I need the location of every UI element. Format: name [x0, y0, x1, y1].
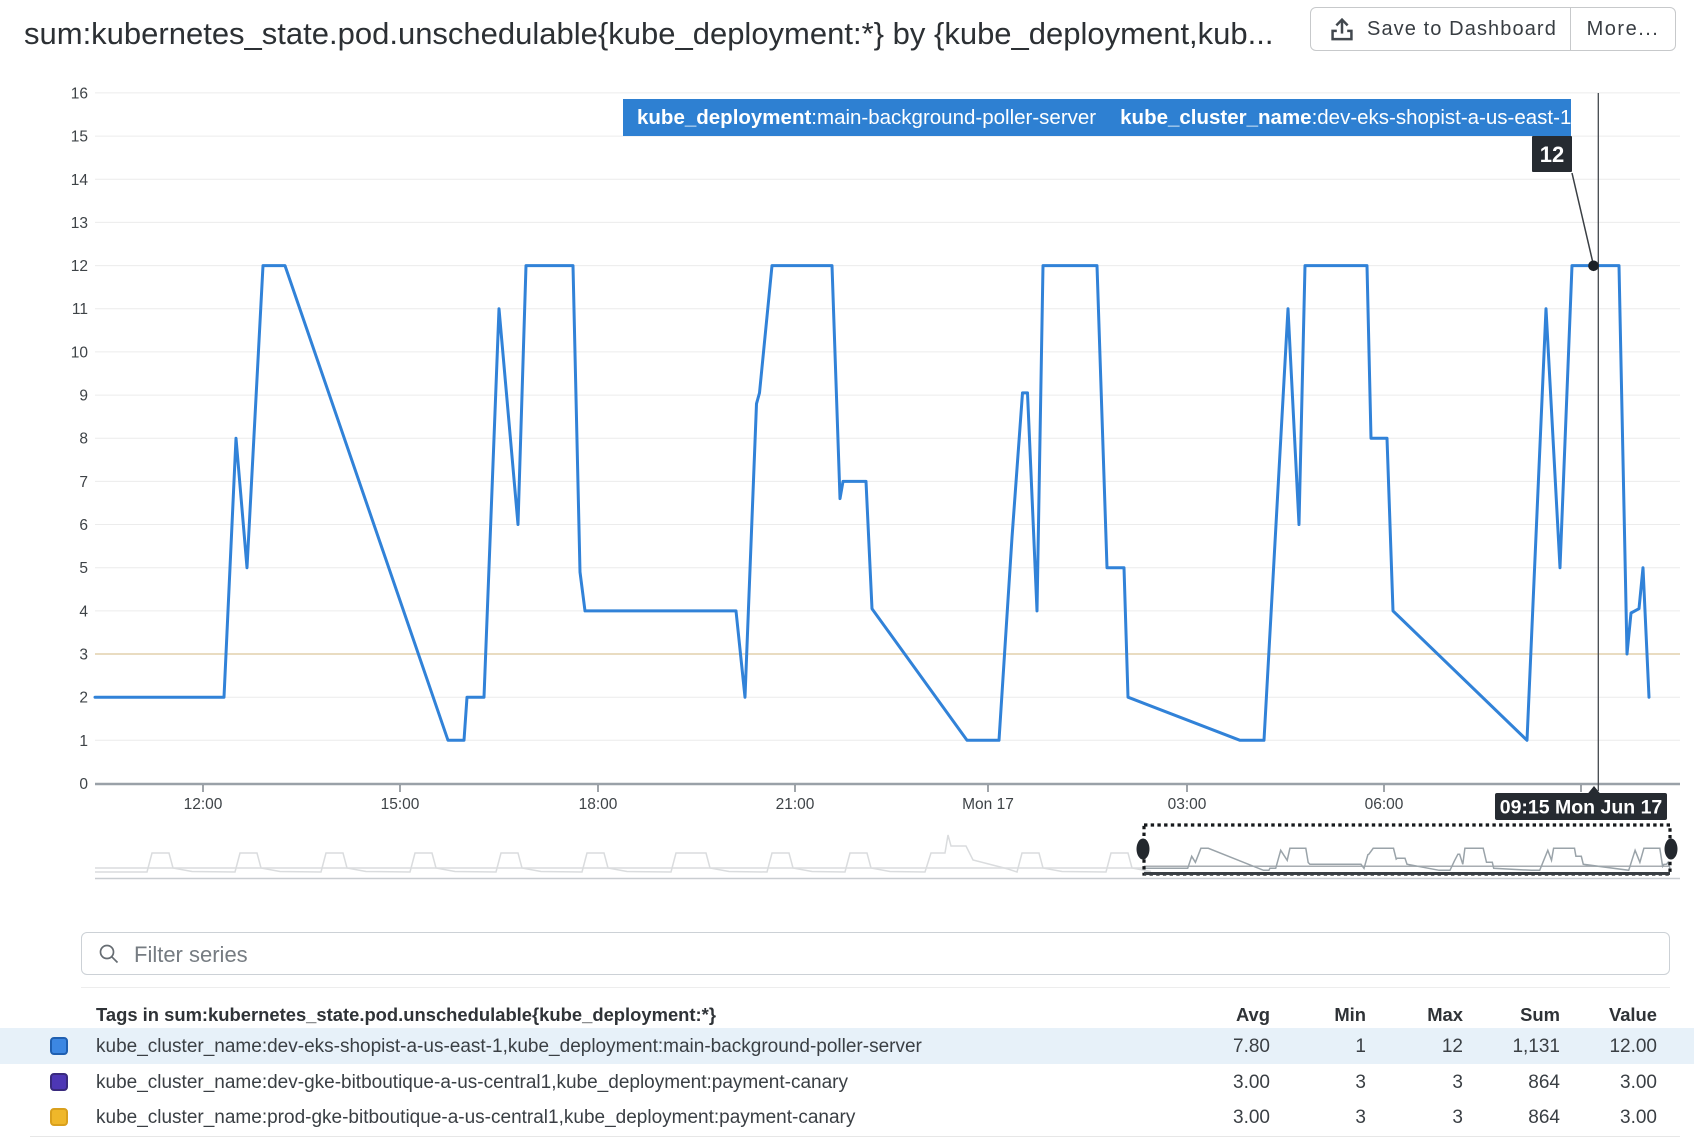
svg-text:5: 5: [79, 560, 88, 577]
svg-text:12:00: 12:00: [184, 796, 223, 813]
svg-text:12: 12: [71, 258, 88, 275]
svg-text:2: 2: [79, 690, 88, 707]
svg-text:11: 11: [72, 301, 88, 318]
svg-text:10: 10: [71, 344, 89, 361]
svg-text:8: 8: [79, 431, 88, 448]
svg-text:18:00: 18:00: [579, 796, 618, 813]
svg-text:15: 15: [71, 129, 88, 146]
svg-text:16: 16: [71, 85, 88, 102]
svg-text:Mon 17: Mon 17: [962, 796, 1014, 813]
svg-text:13: 13: [71, 215, 88, 232]
svg-text:3: 3: [79, 647, 88, 664]
svg-text:06:00: 06:00: [1365, 796, 1404, 813]
svg-text:0: 0: [79, 776, 88, 793]
svg-text:1: 1: [79, 733, 88, 750]
svg-text:12: 12: [1540, 142, 1564, 167]
svg-text:7: 7: [79, 474, 88, 491]
svg-text:9: 9: [79, 388, 88, 405]
svg-text:09:15 Mon Jun 17: 09:15 Mon Jun 17: [1500, 797, 1663, 819]
svg-text:4: 4: [79, 603, 88, 620]
svg-text:6: 6: [79, 517, 88, 534]
svg-text:21:00: 21:00: [776, 796, 815, 813]
svg-text:15:00: 15:00: [381, 796, 420, 813]
svg-text:14: 14: [71, 172, 89, 189]
svg-text:03:00: 03:00: [1168, 796, 1207, 813]
